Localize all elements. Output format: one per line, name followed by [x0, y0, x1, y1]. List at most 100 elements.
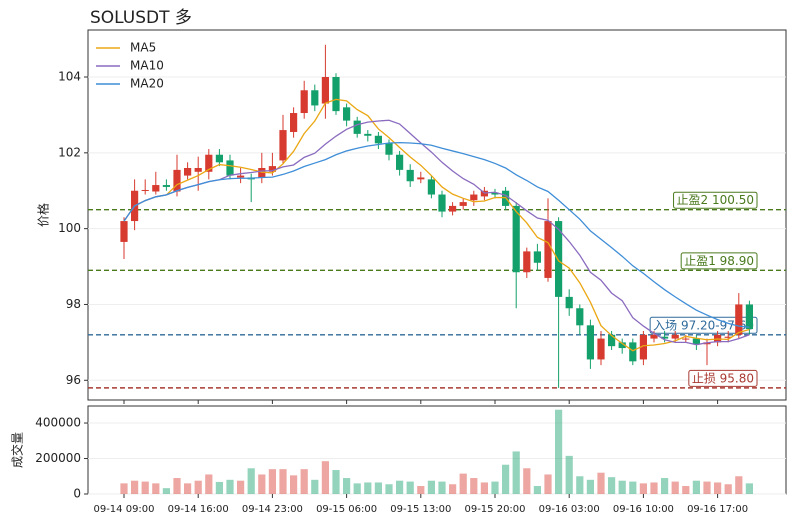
level-label: 入场 97.20-97.60	[649, 316, 758, 334]
price-frame	[87, 29, 787, 401]
level-label-box	[649, 316, 758, 334]
volume-bar	[300, 469, 308, 494]
level-label-box	[673, 191, 758, 209]
volume-bar	[290, 475, 298, 494]
volume-bar	[385, 484, 393, 494]
candle-body	[417, 177, 425, 180]
candle-body	[671, 334, 679, 339]
volume-bar	[120, 483, 128, 494]
volume-bar	[682, 486, 690, 494]
candle-body	[629, 342, 637, 362]
volume-bar	[184, 483, 192, 494]
volume-bar	[279, 469, 287, 494]
volume-tick-label: 400000	[35, 416, 81, 430]
x-tick-label: 09-16 10:00	[613, 504, 674, 515]
volume-bar	[194, 480, 202, 494]
ma-line	[123, 141, 750, 328]
candle-body	[682, 338, 690, 340]
volume-bar	[629, 481, 637, 494]
candle-body	[332, 77, 340, 112]
volume-bar	[671, 481, 679, 494]
volume-bar	[268, 469, 276, 494]
volume-bar	[576, 476, 584, 494]
x-tick-label: 09-16 17:00	[687, 504, 748, 515]
y-tick-label: 96	[66, 373, 81, 387]
volume-bar	[555, 409, 563, 494]
volume-bar	[692, 480, 700, 494]
candle-body	[470, 194, 478, 201]
volume-tick-label: 0	[73, 487, 81, 501]
ma-line	[123, 98, 750, 352]
candle-body	[427, 179, 435, 195]
candle-body	[724, 336, 732, 338]
candle-body	[120, 221, 128, 242]
volume-bar	[544, 474, 552, 494]
volume-tick-label: 200000	[35, 451, 81, 465]
volume-bar	[565, 455, 573, 494]
volume-bar	[427, 480, 435, 494]
volume-bar	[438, 481, 446, 494]
candle-body	[565, 296, 573, 309]
volume-bar	[491, 481, 499, 494]
x-tick-label: 09-15 13:00	[390, 504, 451, 515]
candle-body	[268, 166, 276, 172]
volume-bar	[396, 480, 404, 494]
volume-bar	[343, 478, 351, 494]
volume-bar	[661, 478, 669, 494]
candle-body	[512, 205, 520, 273]
candle-body	[406, 169, 414, 182]
x-tick-label: 09-14 23:00	[242, 504, 303, 515]
legend-label: MA5	[130, 41, 156, 55]
volume-bar	[215, 481, 223, 494]
volume-bar	[332, 470, 340, 494]
candle-body	[343, 107, 351, 121]
volume-bar	[226, 479, 234, 494]
volume-bar	[650, 482, 658, 494]
volume-bar	[162, 488, 170, 494]
volume-bar	[502, 464, 510, 494]
volume-bar	[141, 481, 149, 494]
volume-bar	[449, 484, 457, 494]
candle-body	[438, 194, 446, 212]
candle-body	[639, 334, 647, 360]
candle-body	[576, 308, 584, 326]
volume-axis-label: 成交量	[10, 432, 25, 468]
volume-bar	[608, 477, 616, 494]
chart-title: SOLUSDT 多	[90, 8, 192, 28]
volume-bar	[724, 484, 732, 494]
level-label-box	[680, 252, 758, 270]
level-label: 止盈1 98.90	[680, 252, 758, 270]
level-label-text: 止盈2 100.50	[677, 193, 754, 207]
volume-bar	[173, 478, 181, 494]
volume-bar	[374, 482, 382, 494]
level-label: 止损 95.80	[688, 369, 758, 387]
volume-bar	[353, 483, 361, 494]
candle-body	[162, 185, 170, 187]
volume-bar	[745, 483, 753, 494]
volume-bar	[533, 486, 541, 494]
volume-bar	[258, 474, 266, 494]
volume-bar	[205, 474, 213, 494]
x-tick-label: 09-15 06:00	[316, 504, 377, 515]
volume-bar	[417, 486, 425, 494]
level-label-text: 止盈1 98.90	[684, 254, 754, 268]
y-tick-label: 98	[66, 297, 81, 311]
volume-bar	[512, 451, 520, 494]
y-tick-label: 104	[58, 70, 81, 84]
volume-bar	[470, 478, 478, 494]
volume-bar	[152, 483, 160, 494]
volume-bar	[618, 480, 626, 494]
y-tick-label: 102	[58, 145, 81, 159]
legend-label: MA10	[130, 59, 164, 73]
volume-bar	[639, 483, 647, 494]
volume-frame	[87, 405, 787, 495]
candle-body	[597, 338, 605, 360]
candle-body	[544, 221, 552, 278]
volume-bar	[480, 482, 488, 494]
candle-body	[745, 304, 753, 330]
candle-body	[364, 133, 372, 136]
candle-body	[300, 90, 308, 114]
candle-body	[226, 160, 234, 176]
candle-body	[321, 77, 329, 104]
